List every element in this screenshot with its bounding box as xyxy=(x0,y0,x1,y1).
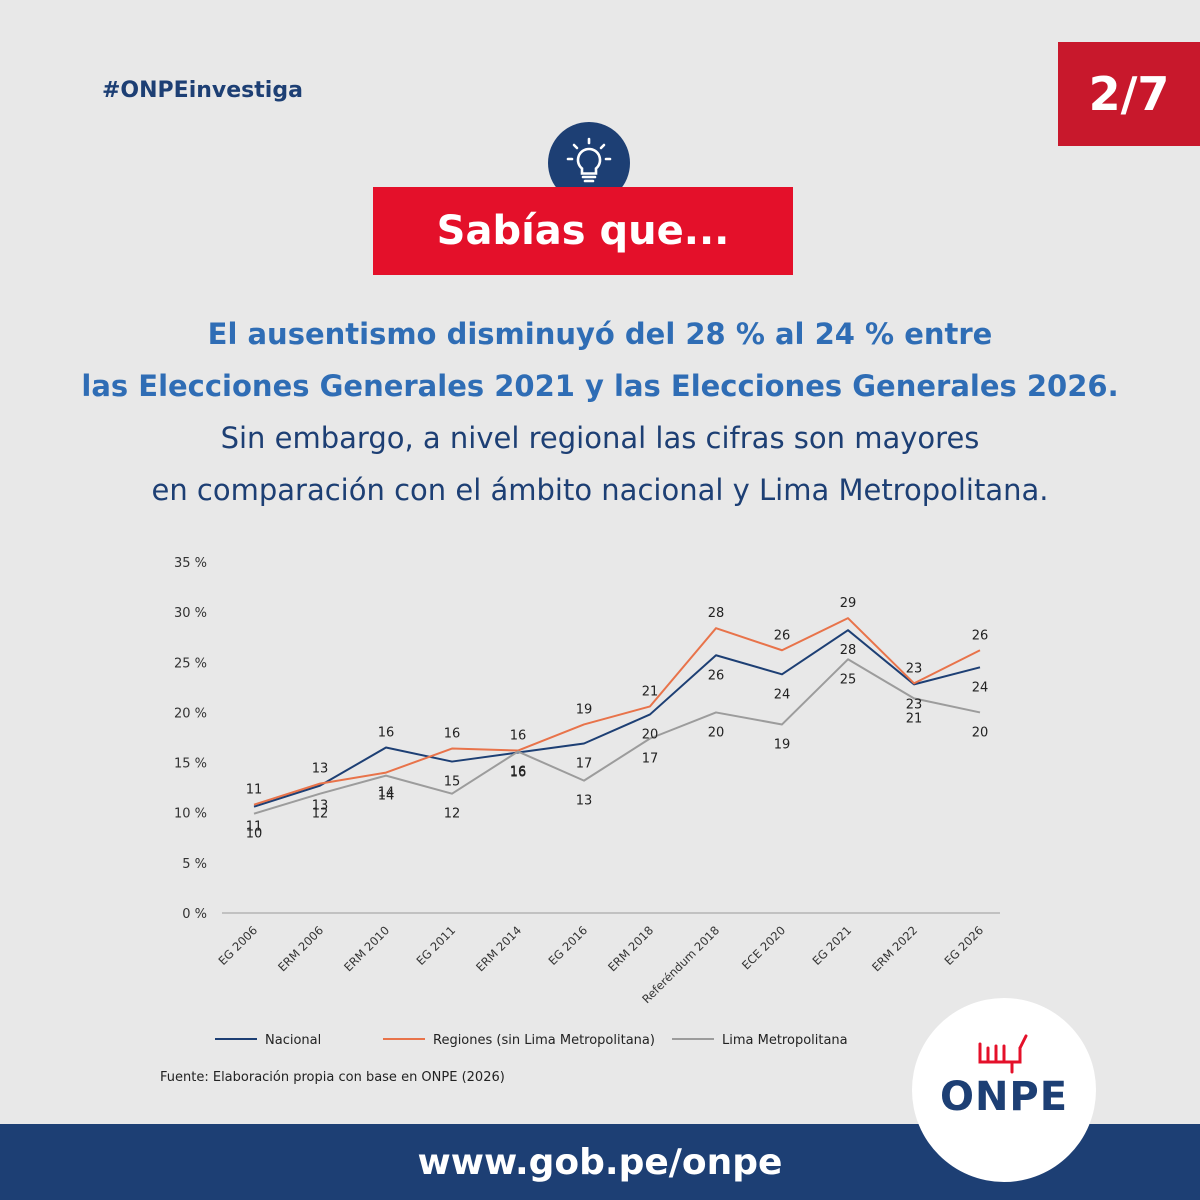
data-label: 13 xyxy=(312,799,329,814)
x-tick-label: ERM 2014 xyxy=(473,923,524,974)
data-label: 19 xyxy=(774,737,791,752)
series-line xyxy=(253,629,981,808)
data-label: 20 xyxy=(972,725,989,740)
data-label: 13 xyxy=(312,762,329,777)
y-tick-label: 20 % xyxy=(174,706,207,721)
y-tick-label: 25 % xyxy=(174,656,207,671)
series-line xyxy=(253,658,981,815)
data-label: 12 xyxy=(312,807,329,822)
logo-text: ONPE xyxy=(939,1074,1069,1120)
headline-line-2: las Elecciones Generales 2021 y las Elec… xyxy=(81,369,1119,403)
data-label: 20 xyxy=(708,725,725,740)
data-label: 20 xyxy=(642,727,659,742)
data-label: 16 xyxy=(444,727,461,742)
data-label: 26 xyxy=(708,668,725,683)
data-label: 29 xyxy=(840,596,857,611)
x-tick-label: ERM 2010 xyxy=(341,923,392,974)
x-tick-label: ERM 2022 xyxy=(869,923,920,974)
data-label: 19 xyxy=(576,702,593,717)
legend-label: Regiones (sin Lima Metropolitana) xyxy=(433,1033,655,1048)
data-label: 24 xyxy=(774,687,791,702)
y-tick-label: 5 % xyxy=(182,857,207,872)
data-label: 16 xyxy=(510,766,527,781)
banner-title: Sabías que... xyxy=(373,187,793,275)
data-label: 23 xyxy=(906,697,923,712)
headline-line-1: El ausentismo disminuyó del 28 % al 24 %… xyxy=(207,317,993,351)
x-tick-label: EG 2016 xyxy=(545,923,590,968)
data-label: 17 xyxy=(642,752,659,767)
y-tick-label: 35 % xyxy=(174,556,207,571)
data-label: 14 xyxy=(378,786,395,801)
body-line-2: en comparación con el ámbito nacional y … xyxy=(151,473,1049,507)
data-label: 11 xyxy=(246,783,263,798)
series-line xyxy=(253,617,981,806)
chart-source: Fuente: Elaboración propia con base en O… xyxy=(160,1070,505,1085)
x-tick-label: EG 2011 xyxy=(413,923,458,968)
y-tick-label: 30 % xyxy=(174,606,207,621)
data-label: 28 xyxy=(708,606,725,621)
data-label: 28 xyxy=(840,643,857,658)
data-label: 23 xyxy=(906,661,923,676)
y-tick-label: 0 % xyxy=(182,907,207,922)
y-tick-label: 15 % xyxy=(174,757,207,772)
page-indicator: 2/7 xyxy=(1058,42,1200,146)
data-label: 16 xyxy=(510,729,527,744)
x-tick-label: ERM 2018 xyxy=(605,923,656,974)
x-tick-label: EG 2006 xyxy=(215,923,260,968)
x-tick-label: ECE 2020 xyxy=(739,923,788,972)
data-label: 14 xyxy=(378,789,395,804)
data-label: 21 xyxy=(642,684,659,699)
data-label: 24 xyxy=(972,680,989,695)
x-tick-label: EG 2021 xyxy=(809,923,854,968)
onpe-logo: ONPE xyxy=(912,998,1096,1182)
hashtag: #ONPEinvestiga xyxy=(102,78,303,103)
data-label: 25 xyxy=(840,672,857,687)
data-label: 16 xyxy=(510,765,527,780)
data-label: 26 xyxy=(774,628,791,643)
x-tick-label: EG 2026 xyxy=(941,923,986,968)
data-label: 10 xyxy=(246,827,263,842)
data-label: 16 xyxy=(378,726,395,741)
data-label: 12 xyxy=(444,807,461,822)
y-tick-label: 10 % xyxy=(174,807,207,822)
absenteeism-line-chart: 0 % 5 % 10 % 15 % 20 % 25 % 30 % 35 % EG 2006 ERM… xyxy=(174,556,1000,1048)
data-label: 26 xyxy=(972,628,989,643)
data-label: 21 xyxy=(906,711,923,726)
data-label: 13 xyxy=(576,794,593,809)
data-label: 11 xyxy=(246,820,263,835)
data-label: 17 xyxy=(576,757,593,772)
legend-label: Nacional xyxy=(265,1033,321,1048)
legend-label: Lima Metropolitana xyxy=(722,1033,848,1048)
body-line-1: Sin embargo, a nivel regional las cifras… xyxy=(220,421,980,455)
data-label: 15 xyxy=(444,775,461,790)
x-tick-label: ERM 2006 xyxy=(275,923,326,974)
